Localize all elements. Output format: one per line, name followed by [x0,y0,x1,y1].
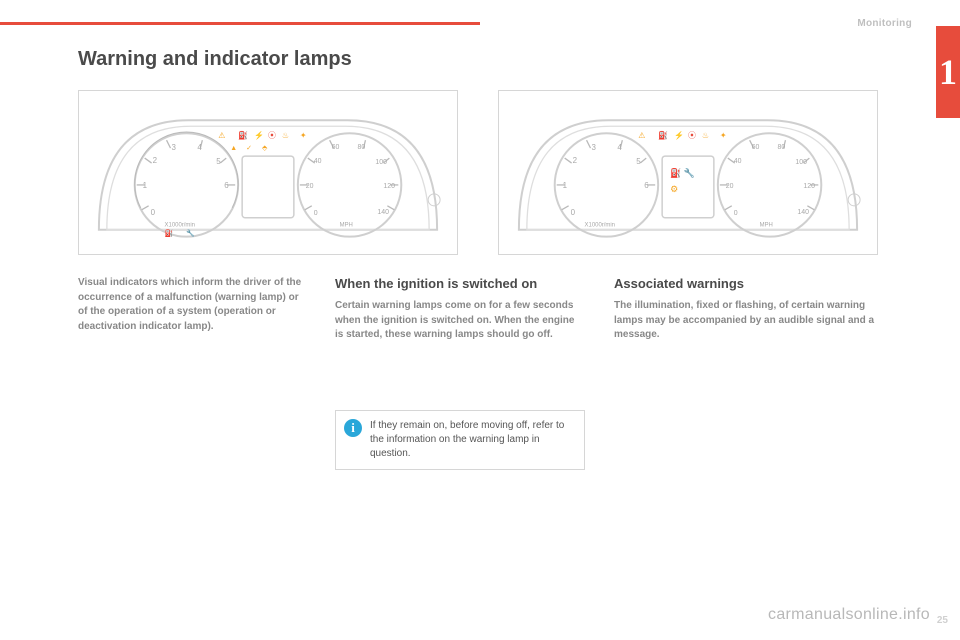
svg-text:⚡: ⚡ [674,130,684,140]
svg-text:20: 20 [306,183,314,190]
svg-text:120: 120 [803,183,815,190]
svg-text:5: 5 [636,157,641,166]
svg-text:⬘: ⬘ [262,145,268,152]
svg-text:X1000r/min: X1000r/min [585,223,615,229]
svg-text:4: 4 [617,143,622,152]
svg-text:2: 2 [573,156,578,165]
svg-text:⛽ 🔧: ⛽ 🔧 [670,167,695,178]
svg-text:⚠: ⚠ [218,131,225,140]
svg-text:60: 60 [752,144,760,151]
intro-text: Visual indicators which inform the drive… [78,276,308,334]
svg-text:40: 40 [734,158,742,165]
svg-text:140: 140 [797,209,809,216]
text-associated: The illumination, fixed or flashing, of … [614,299,876,343]
svg-text:⛽: ⛽ [238,130,248,140]
text-ignition: Certain warning lamps come on for a few … [335,299,585,343]
top-accent-bar [0,22,480,25]
svg-text:5: 5 [216,157,221,166]
heading-associated: Associated warnings [614,276,876,291]
svg-text:40: 40 [314,158,322,165]
svg-text:⛽: ⛽ [658,130,668,140]
svg-text:0: 0 [151,208,156,217]
svg-text:✦: ✦ [300,131,307,140]
svg-text:100: 100 [795,159,807,166]
svg-text:4: 4 [197,143,202,152]
svg-text:1: 1 [563,181,568,190]
svg-text:140: 140 [377,209,389,216]
col-intro: Visual indicators which inform the drive… [78,276,308,334]
breadcrumb: Monitoring [857,18,912,29]
svg-text:6: 6 [224,181,229,190]
svg-text:♨: ♨ [282,131,289,140]
svg-text:3: 3 [172,143,177,152]
page-number: 25 [937,615,948,626]
heading-ignition: When the ignition is switched on [335,276,585,291]
svg-text:♨: ♨ [702,131,709,140]
svg-text:1: 1 [143,181,148,190]
svg-text:0: 0 [571,208,576,217]
chapter-number: 1 [939,51,957,93]
info-box: i If they remain on, before moving off, … [335,410,585,470]
svg-text:⚠: ⚠ [638,131,645,140]
svg-text:2: 2 [153,156,158,165]
figure-cluster-right: 0 1 2 3 4 5 6 X1000r/min 0 20 40 60 80 1… [498,90,878,255]
col-associated: Associated warnings The illumination, fi… [614,276,876,343]
dashboard-svg-left: 0 1 2 3 4 5 6 X1000r/min 0 20 40 60 80 1… [79,90,457,255]
col-ignition: When the ignition is switched on Certain… [335,276,585,343]
svg-text:6: 6 [644,181,649,190]
svg-text:120: 120 [383,183,395,190]
svg-text:⛽: ⛽ [165,229,174,238]
svg-text:✦: ✦ [720,131,727,140]
svg-text:0: 0 [734,210,738,217]
svg-text:0: 0 [314,210,318,217]
watermark: carmanualsonline.info [768,606,930,624]
svg-text:MPH: MPH [340,223,353,229]
dashboard-svg-right: 0 1 2 3 4 5 6 X1000r/min 0 20 40 60 80 1… [499,90,877,255]
svg-text:3: 3 [592,143,597,152]
svg-text:X1000r/min: X1000r/min [165,223,195,229]
info-text: If they remain on, before moving off, re… [370,419,574,461]
svg-text:🔧: 🔧 [186,229,195,238]
svg-text:⦿: ⦿ [268,131,276,140]
svg-text:✓: ✓ [246,145,252,152]
svg-text:60: 60 [332,144,340,151]
svg-text:20: 20 [726,183,734,190]
figure-cluster-left: 0 1 2 3 4 5 6 X1000r/min 0 20 40 60 80 1… [78,90,458,255]
svg-text:MPH: MPH [760,223,773,229]
svg-text:100: 100 [375,159,387,166]
svg-text:80: 80 [778,144,786,151]
svg-text:⚡: ⚡ [254,130,264,140]
info-icon: i [344,419,362,437]
chapter-tab: 1 [936,26,960,118]
svg-text:▲: ▲ [230,145,237,152]
svg-text:80: 80 [358,144,366,151]
svg-text:⚙: ⚙ [670,184,678,194]
svg-text:⦿: ⦿ [688,131,696,140]
page-title: Warning and indicator lamps [78,48,352,71]
